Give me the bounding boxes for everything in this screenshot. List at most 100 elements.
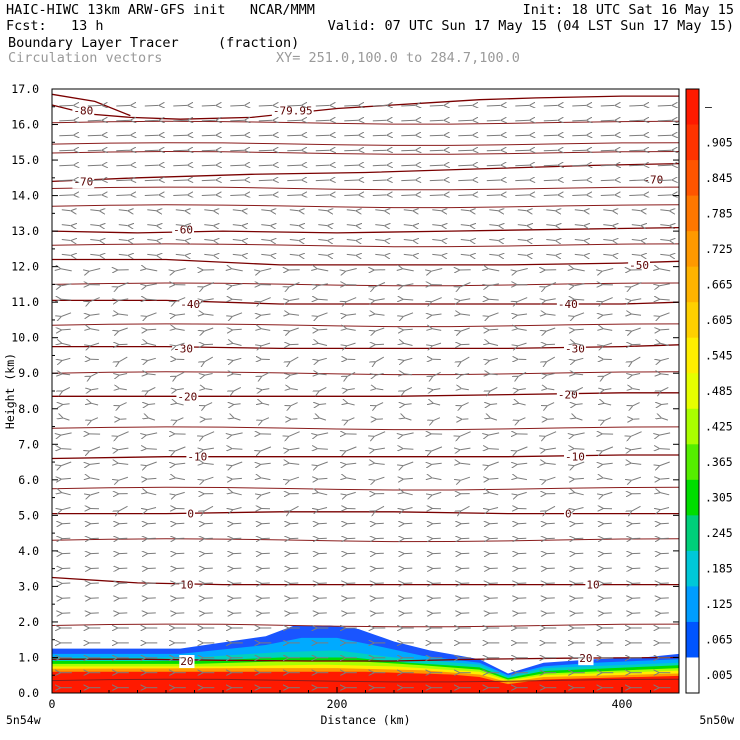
contour-label: -10 bbox=[565, 451, 585, 464]
background-line bbox=[51, 323, 680, 328]
circulation-vector bbox=[517, 240, 527, 241]
circulation-vector bbox=[375, 476, 385, 480]
colorbar-label: .305 bbox=[705, 491, 733, 505]
circulation-vector bbox=[375, 240, 384, 241]
circulation-vector bbox=[232, 449, 243, 450]
circulation-vector bbox=[576, 404, 583, 405]
circulation-vector bbox=[404, 329, 413, 330]
circulation-vector bbox=[261, 446, 272, 451]
circulation-vector bbox=[118, 282, 129, 288]
circulation-vector bbox=[144, 165, 159, 166]
circulation-vector bbox=[62, 329, 71, 330]
circulation-vector bbox=[348, 403, 355, 406]
circulation-vector bbox=[144, 195, 159, 196]
circulation-vector bbox=[90, 329, 100, 331]
circulation-vector bbox=[600, 195, 615, 196]
circulation-vector bbox=[344, 135, 358, 136]
circulation-vector bbox=[262, 403, 270, 406]
circulation-vector bbox=[344, 120, 358, 121]
circulation-vector bbox=[372, 195, 387, 196]
background-line bbox=[51, 204, 680, 209]
circulation-vector bbox=[403, 225, 413, 226]
circulation-vector bbox=[173, 195, 187, 196]
circulation-vector bbox=[461, 505, 470, 511]
circulation-vector bbox=[403, 210, 413, 211]
circulation-vector bbox=[319, 386, 327, 391]
circulation-vector bbox=[401, 195, 415, 196]
colorbar-label: .365 bbox=[705, 455, 733, 469]
circulation-vector bbox=[461, 314, 471, 315]
circulation-vector bbox=[458, 195, 472, 196]
colorbar-label: .725 bbox=[705, 242, 733, 256]
circulation-vector bbox=[201, 195, 216, 196]
circulation-vector bbox=[59, 165, 73, 166]
colorbar-label: .125 bbox=[705, 597, 733, 611]
circulation-vector bbox=[175, 268, 186, 272]
circulation-vector bbox=[318, 225, 327, 226]
circulation-vector bbox=[660, 299, 670, 300]
circulation-vector bbox=[633, 389, 640, 390]
circulation-vector bbox=[289, 448, 300, 450]
circulation-vector bbox=[173, 165, 187, 166]
circulation-vector bbox=[631, 254, 641, 255]
circulation-vector bbox=[432, 240, 441, 241]
y-tick-label: 9.0 bbox=[18, 366, 39, 380]
circulation-vector bbox=[59, 120, 73, 121]
circulation-vector bbox=[574, 299, 585, 300]
circulation-vector bbox=[87, 165, 102, 166]
circulation-vector bbox=[461, 327, 470, 331]
circulation-vector bbox=[546, 282, 557, 288]
circulation-vector bbox=[604, 342, 613, 346]
circulation-vector bbox=[661, 374, 669, 375]
circulation-vector bbox=[543, 135, 558, 136]
circulation-vector bbox=[119, 476, 129, 480]
x-axis-label: Distance (km) bbox=[320, 713, 410, 727]
circulation-vector bbox=[631, 210, 641, 211]
circulation-vector bbox=[232, 240, 242, 241]
circulation-vector bbox=[460, 299, 471, 301]
circulation-vector bbox=[660, 449, 670, 450]
circulation-vector bbox=[116, 180, 130, 181]
circulation-vector bbox=[347, 491, 356, 495]
circulation-vector bbox=[230, 105, 244, 106]
circulation-vector bbox=[62, 493, 71, 496]
circulation-vector bbox=[460, 431, 471, 437]
circulation-vector bbox=[458, 135, 472, 136]
circulation-vector bbox=[59, 135, 73, 136]
circulation-vector bbox=[146, 432, 158, 435]
circulation-vector bbox=[61, 461, 72, 466]
circulation-vector bbox=[90, 210, 99, 211]
circulation-vector bbox=[118, 299, 129, 301]
circulation-vector bbox=[660, 283, 670, 286]
circulation-vector bbox=[118, 225, 128, 226]
contour-line bbox=[52, 344, 680, 350]
circulation-vector bbox=[603, 225, 612, 226]
colorbar-swatch bbox=[686, 124, 699, 161]
circulation-vector bbox=[63, 404, 70, 405]
circulation-vector bbox=[344, 180, 358, 181]
circulation-vector bbox=[432, 254, 441, 255]
circulation-vector bbox=[147, 225, 156, 226]
circulation-vector bbox=[347, 329, 356, 331]
circulation-vector bbox=[118, 254, 128, 255]
circulation-vector bbox=[62, 312, 72, 317]
circulation-vector bbox=[318, 240, 327, 241]
circulation-vector bbox=[631, 448, 642, 450]
circulation-vector bbox=[61, 240, 71, 241]
circulation-vector bbox=[575, 507, 584, 510]
circulation-vector bbox=[318, 478, 328, 479]
circulation-vector bbox=[204, 314, 214, 315]
circulation-vector bbox=[173, 105, 187, 106]
circulation-vector bbox=[433, 371, 441, 376]
circulation-vector bbox=[261, 297, 271, 302]
circulation-vector bbox=[375, 254, 384, 255]
circulation-vector bbox=[404, 374, 413, 375]
circulation-vector bbox=[460, 448, 471, 450]
circulation-vector bbox=[118, 240, 128, 241]
circulation-vector bbox=[175, 297, 186, 302]
colorbar: – .905 .845 .785 .725 .665 .605 .545 .485 .425 .36… bbox=[685, 88, 733, 694]
circulation-vector bbox=[660, 478, 670, 479]
circulation-vector bbox=[177, 417, 184, 421]
circulation-vector bbox=[118, 210, 128, 211]
circulation-vector bbox=[261, 314, 271, 315]
